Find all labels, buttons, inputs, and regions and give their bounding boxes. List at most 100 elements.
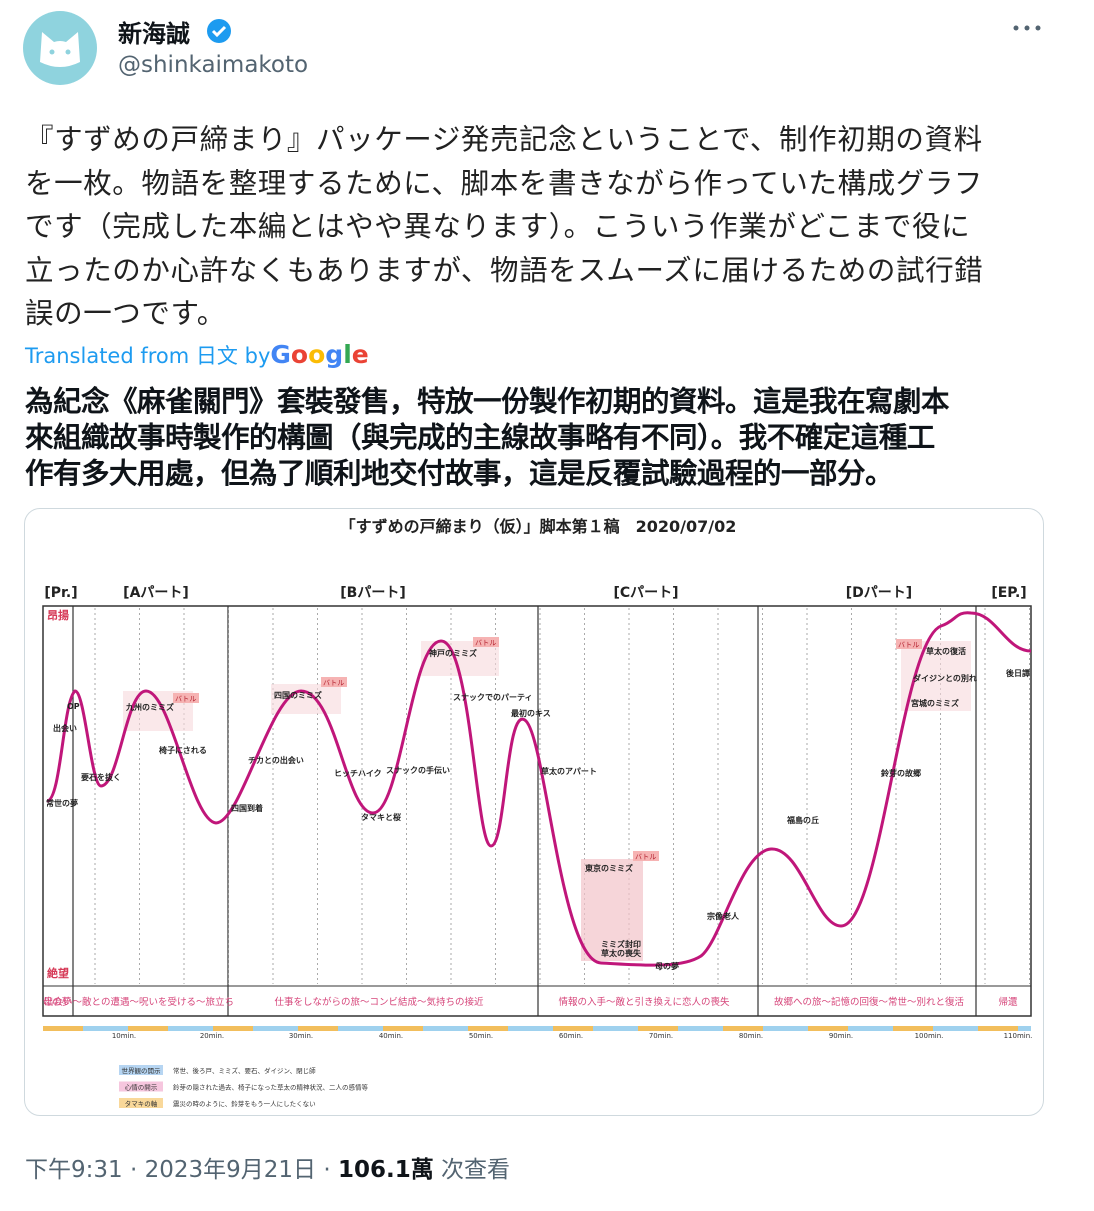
timeline-segment [83,1026,128,1031]
section-label: [Bパート] [340,585,405,601]
google-brand: Google [270,340,368,369]
timeline-segment [893,1026,933,1031]
timeline-segment [508,1026,553,1031]
avatar[interactable] [22,10,98,86]
text-line: 立ったのか心許なくもありますが、物語をスムーズに届けるための試行錯 [25,253,984,287]
plot-label: ヒッチハイク [334,768,382,778]
battle-tag [473,637,499,647]
timeline-segment [468,1026,508,1031]
text-line: 來組織故事時製作的構圖（與完成的主線故事略有不同）。我不確定這種工 [25,421,935,454]
plot-label: 宮城のミミズ [911,698,959,708]
brand-letter: g [325,340,344,369]
legend-tag: 世界観の開示 [122,1066,162,1075]
tweet-meta: 下午9:31 · 2023年9月21日 · 106.1萬 次查看 [25,1150,510,1184]
plot-label: 四国のミミズ [274,690,322,700]
legend-text: 震災の時のように、鈴芽をもう一人にしたくない [173,1099,316,1108]
plot-label: 宗像老人 [707,911,740,921]
timeline-segment [128,1026,168,1031]
brand-letter: l [343,340,352,369]
time-tick-label: 90min. [829,1032,853,1040]
timeline-segment [338,1026,383,1031]
act-summary: 故郷への旅〜記憶の回復〜常世〜別れと復活 [774,996,965,1008]
battle-label: バトル [898,641,919,649]
time-tick-label: 50min. [469,1032,493,1040]
legend-swatch [119,1098,163,1108]
timeline-segment [678,1026,723,1031]
plot-label: 後日譚 [1006,668,1030,678]
brand-letter: G [270,340,291,369]
time[interactable]: 下午9:31 [25,1157,123,1183]
act-summary: 出会い〜敵との遭遇〜呪いを受ける〜旅立ち [44,996,234,1008]
plot-label: 鈴芽の故郷 [881,768,921,778]
plot-label: 要石を抜く [81,772,121,782]
time-tick-label: 110min. [1004,1032,1033,1040]
act-summary: 母の夢 [43,996,72,1008]
plot-label: 九州のミミズ [125,702,174,712]
timeline-segment [298,1026,338,1031]
timeline-segment [43,1026,83,1031]
plot-label: 椅子にされる [159,745,207,755]
plot-frame [42,605,1032,1017]
brand-letter: o [308,340,326,369]
battle-tag [633,851,659,861]
battle-tag [896,639,922,649]
act-summary: 仕事をしながらの旅〜コンビ結成〜気持ちの接近 [274,996,484,1008]
media[interactable]: 「すずめの戸締まり（仮）」脚本第１稿 2020/07/02 [Pr.] [Aパート… [24,508,1044,1116]
time-tick-label: 10min. [112,1032,136,1040]
timeline-segment [593,1026,638,1031]
text-line: 作有多大用處，但為了順利地交付故事，這是反覆試驗過程的一部分。 [25,457,894,490]
legend-tag: 心情の開示 [125,1083,158,1092]
battle-tag [321,677,347,687]
act-summary: 帰還 [998,996,1018,1008]
section-label: [EP.] [991,585,1026,601]
plot-label: 草太の喪失 [601,948,642,958]
plot-label: 最初のキス [511,708,551,718]
legend-text: 常世、後ろ戸、ミミズ、要石、ダイジン、閉じ師 [173,1066,316,1075]
legend-swatch [119,1065,163,1075]
text-line: です（完成した本編とはやや異なります）。こういう作業がどこまで役に [25,210,971,243]
plot-label: 常世の夢 [46,798,78,808]
plot-label: ダイジンとの別れ [913,673,977,683]
timeline-segment [723,1026,763,1031]
translation-lang: 日文 [195,344,238,368]
section-label: [Cパート] [613,585,678,601]
plot-label: 東京のミミズ [585,863,633,873]
timeline-segment [933,1026,978,1031]
timeline-segment [553,1026,593,1031]
y-bottom-label: 絶望 [47,966,69,980]
battle-zone [901,641,971,711]
act-summary: 情報の入手〜敵と引き換えに恋人の喪失 [558,996,730,1008]
y-top-label: 昂揚 [47,608,69,622]
translation-prefix: Translated from [25,344,190,368]
plot-label: スナックでのパーティ [453,692,533,702]
battle-tag [173,693,199,703]
legend-tag: タマキの軸 [125,1099,158,1108]
more-menu[interactable] [1012,20,1042,36]
text-line: を一枚。物語を整理するために、脚本を書きながら作っていた構成グラフ [25,166,984,200]
time-tick-label: 100min. [915,1032,944,1040]
battle-label: バトル [635,853,656,861]
plot-label: 出会い [53,723,77,733]
timeline-segment [638,1026,678,1031]
text-line: 誤の一つです。 [25,297,226,330]
author-handle[interactable]: @shinkaimakoto [118,52,309,78]
separator: · [323,1157,331,1183]
plot-label: 福島の丘 [786,815,819,825]
battle-zone [271,684,341,714]
author-name[interactable]: 新海誠 [118,20,190,48]
timeline-segment [1018,1026,1031,1031]
plot-label: タマキと桜 [361,812,401,822]
timeline-segment [383,1026,423,1031]
plot-label: 草太の復活 [926,646,966,656]
timeline-segment [978,1026,1018,1031]
story-curve [46,611,1032,967]
time-tick-label: 30min. [289,1032,313,1040]
translation-note[interactable]: Translated from 日文 byGoogle [25,340,369,370]
plot-label: スナックの手伝い [386,765,450,775]
date[interactable]: 2023年9月21日 [144,1157,317,1183]
verified-badge [207,19,231,43]
time-tick-label: 70min. [649,1032,673,1040]
time-tick-label: 60min. [559,1032,583,1040]
brand-letter: e [351,340,369,369]
